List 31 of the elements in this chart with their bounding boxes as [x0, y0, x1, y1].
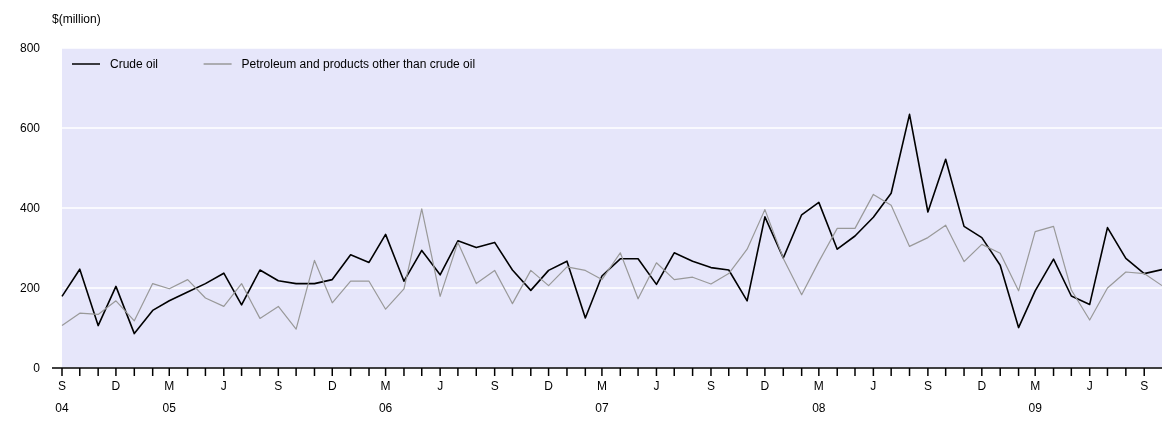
x-tick-label: M 07 — [595, 379, 609, 415]
x-tick-label: S — [1140, 379, 1149, 393]
legend-label: Petroleum and products other than crude oil — [241, 57, 476, 71]
y-axis-title: $(million) — [52, 12, 101, 26]
x-tick-label: S — [490, 379, 499, 393]
x-tick-label: D — [760, 379, 770, 393]
x-tick-label: D — [544, 379, 554, 393]
x-tick-label: D — [327, 379, 337, 393]
y-tick-label: 200 — [19, 281, 41, 295]
x-tick-label: S 04 — [55, 379, 69, 415]
y-tick-label: 600 — [19, 121, 41, 135]
y-tick-label: 400 — [19, 201, 41, 215]
legend-label: Crude oil — [110, 57, 159, 71]
y-tick-label: 800 — [19, 41, 41, 55]
x-tick-label: S — [274, 379, 283, 393]
x-tick-label: J — [220, 379, 227, 393]
x-tick-label: M 06 — [378, 379, 393, 415]
x-tick-label: D — [977, 379, 987, 393]
x-tick-label: M 09 — [1028, 379, 1043, 415]
x-tick-label: S — [706, 379, 715, 393]
x-tick-label: M 05 — [162, 379, 177, 415]
x-tick-label: M 08 — [812, 379, 826, 415]
x-tick-label: J — [653, 379, 660, 393]
x-tick-label: S — [923, 379, 932, 393]
line-series — [61, 193, 1162, 330]
y-tick-label: 0 — [33, 361, 41, 375]
x-tick-label: J — [870, 379, 877, 393]
line-series — [61, 113, 1162, 335]
x-tick-label: J — [437, 379, 444, 393]
x-tick-label: D — [111, 379, 121, 393]
x-tick-label: J — [1086, 379, 1093, 393]
